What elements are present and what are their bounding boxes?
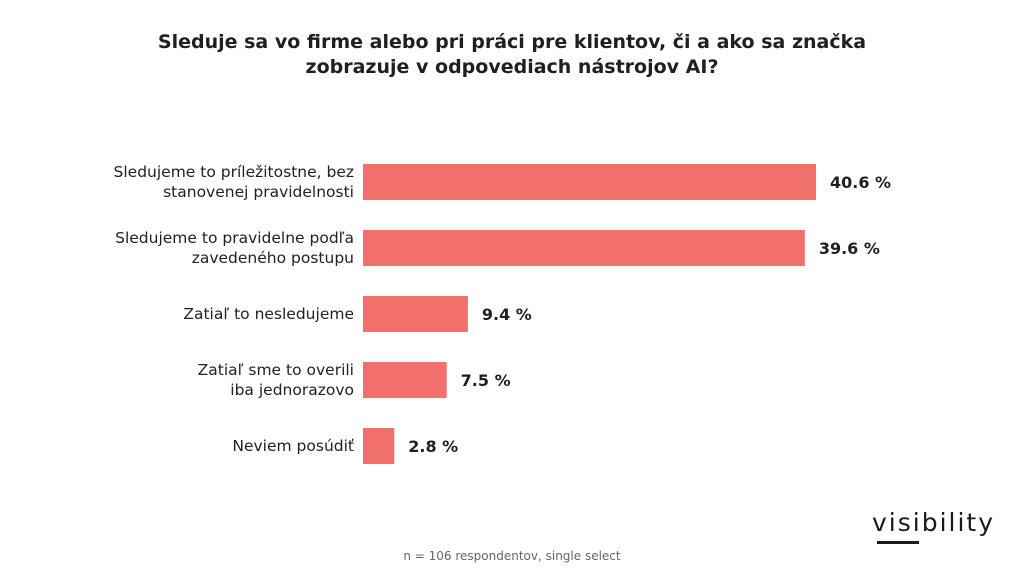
- category-label-1: Sledujeme to pravidelne podľa zavedeného …: [115, 229, 354, 267]
- value-label-4: 2.8 %: [408, 437, 458, 456]
- category-label-0-line-0: Sledujeme to príležitostne, bez: [114, 163, 354, 181]
- category-label-3-line-1: iba jednorazovo: [230, 381, 354, 399]
- chart-title-line-1: Sleduje sa vo firme alebo pri práci pre …: [157, 31, 867, 53]
- chart-title-line-2: zobrazuje v odpovediach nástrojov AI?: [305, 56, 719, 78]
- category-label-4-line-0: Neviem posúdiť: [232, 437, 354, 455]
- bar-2: [363, 296, 468, 332]
- chart-title: Sleduje sa vo firme alebo pri práci pre …: [0, 30, 1024, 80]
- category-label-1-line-0: Sledujeme to pravidelne podľa: [115, 229, 354, 247]
- value-label-0: 40.6 %: [830, 173, 891, 192]
- category-label-0-line-1: stanovenej pravidelnosti: [163, 183, 354, 201]
- brand-logo: visibility: [872, 508, 996, 537]
- sample-size-note: n = 106 respondentov, single select: [403, 549, 621, 563]
- bar-0: [363, 164, 816, 200]
- category-label-3-line-0: Zatiaľ sme to overili: [198, 361, 354, 379]
- category-label-1-line-1: zavedeného postupu: [192, 249, 354, 267]
- value-label-2: 9.4 %: [482, 305, 532, 324]
- category-label-2-line-0: Zatiaľ to nesledujeme: [183, 305, 354, 323]
- category-label-4: Neviem posúdiť: [232, 437, 354, 455]
- category-label-3: Zatiaľ sme to overili iba jednorazovo: [198, 361, 354, 399]
- brand-logo-underline: [877, 541, 919, 544]
- bar-1: [363, 230, 805, 266]
- bar-4: [363, 428, 395, 464]
- value-label-1: 39.6 %: [819, 239, 880, 258]
- bar-3: [363, 362, 447, 398]
- category-label-0: Sledujeme to príležitostne, bez stanovene…: [114, 163, 354, 201]
- category-label-2: Zatiaľ to nesledujeme: [183, 305, 354, 323]
- value-label-3: 7.5 %: [461, 371, 511, 390]
